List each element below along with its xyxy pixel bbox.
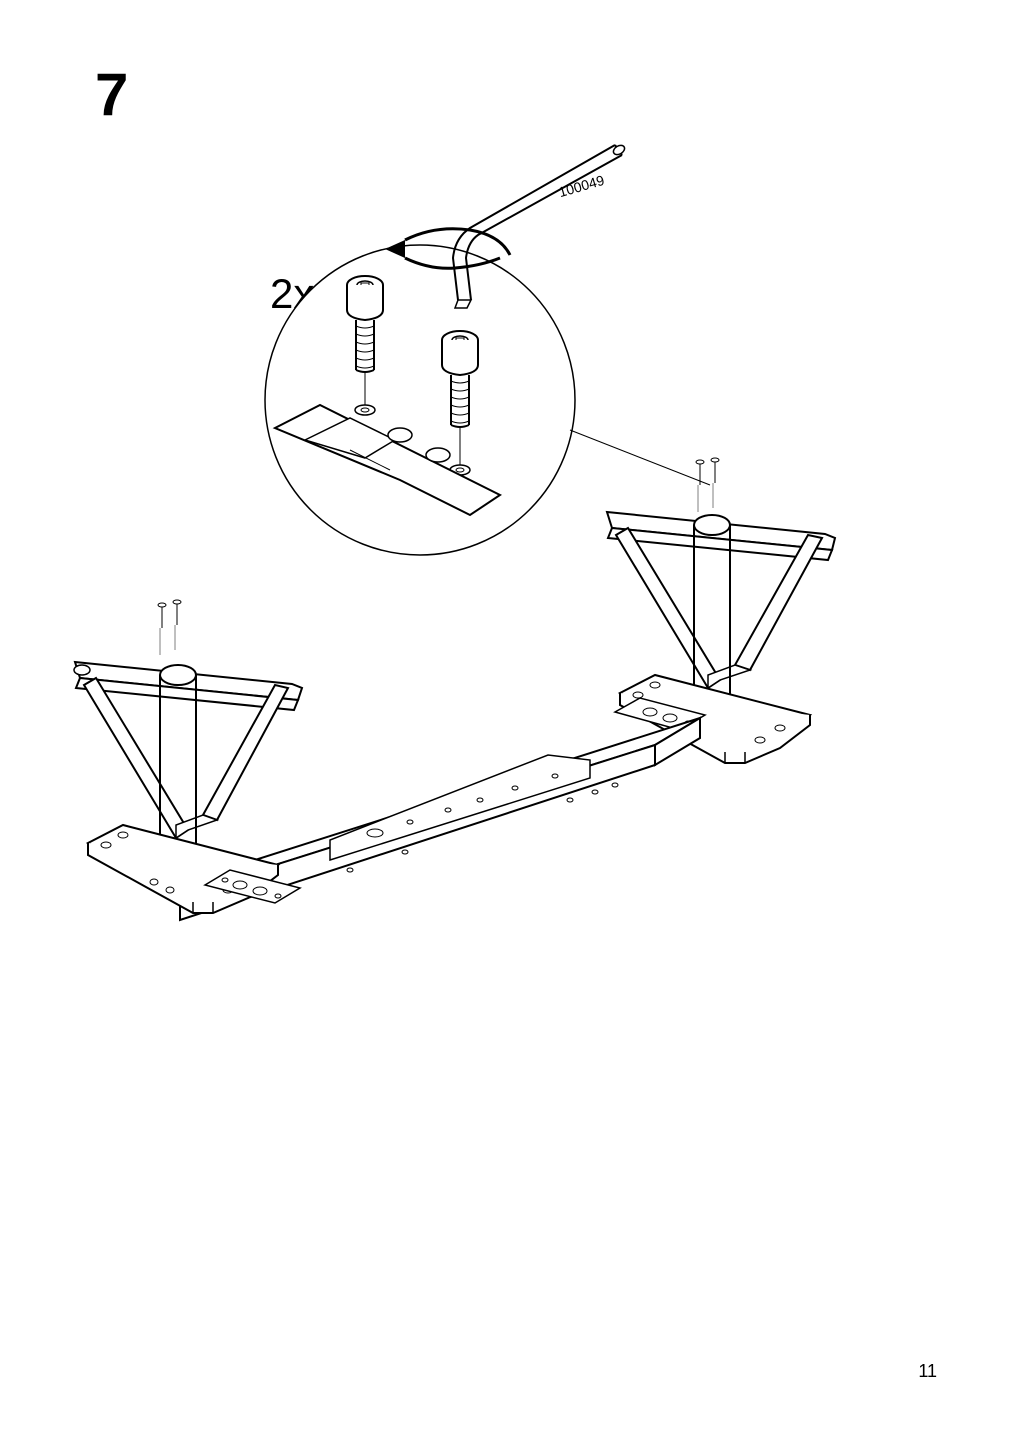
small-bolt-icon — [696, 460, 704, 512]
right-leg — [607, 512, 835, 763]
step-number: 7 — [95, 60, 128, 129]
small-bolt-icon — [173, 600, 181, 650]
small-bolt-icon — [158, 603, 166, 655]
instruction-page: 7 2x 100049 159171 — [0, 0, 1012, 1432]
page-number: 11 — [918, 1361, 937, 1382]
left-leg — [74, 662, 302, 913]
assembly-diagram — [60, 140, 940, 1040]
small-bolt-icon — [711, 458, 719, 508]
